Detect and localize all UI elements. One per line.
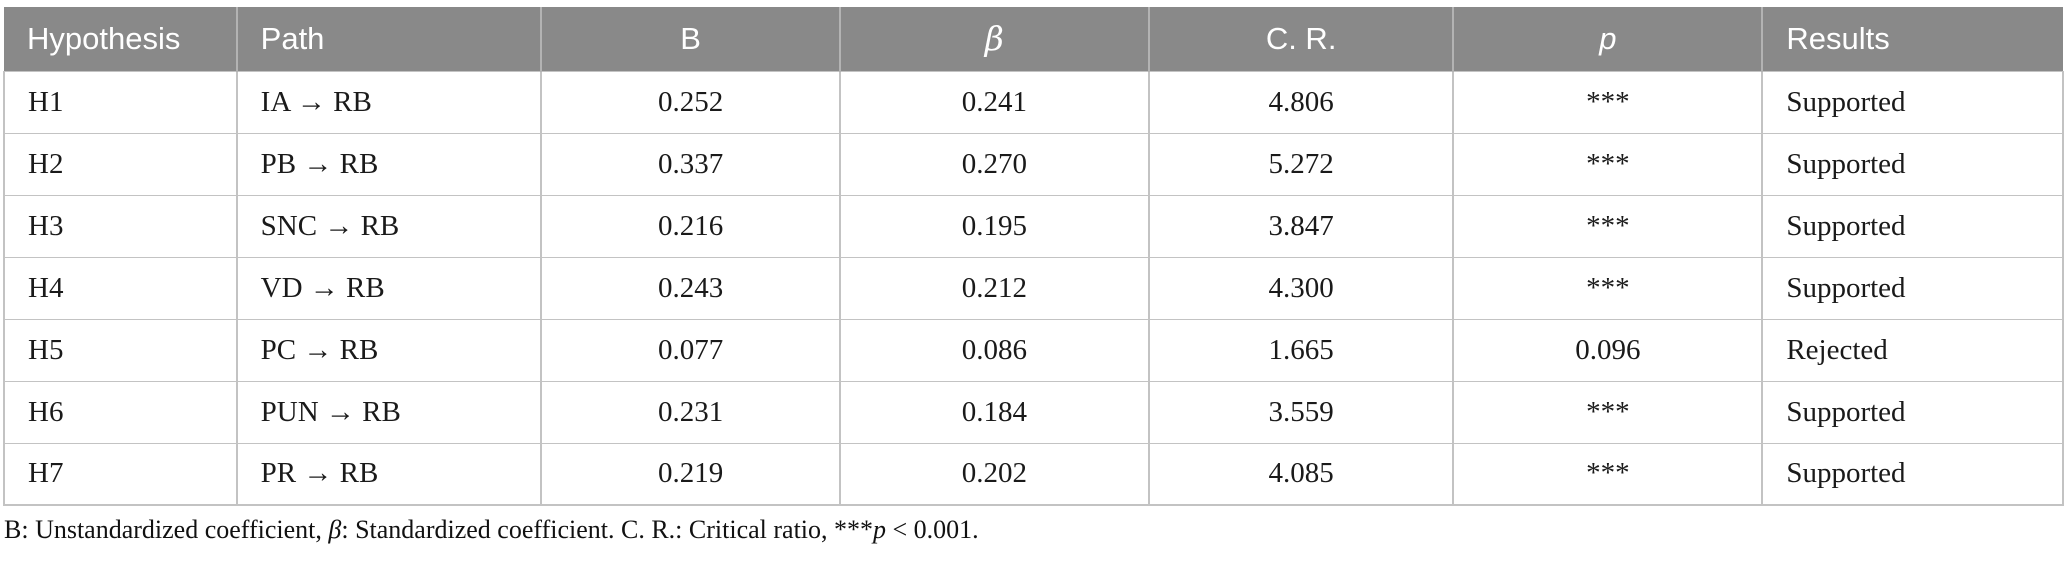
footnote-beta-symbol: β — [328, 515, 342, 544]
cell-cr: 4.300 — [1147, 256, 1455, 320]
col-header-path: Path — [235, 7, 542, 71]
cell-path: VD → RB — [235, 256, 543, 320]
header-row: Hypothesis Path B β C. R. p Results — [4, 7, 2063, 71]
cell-hypothesis: H3 — [3, 194, 238, 258]
table-header: Hypothesis Path B β C. R. p Results — [4, 7, 2063, 71]
cell-p: 0.096 — [1452, 318, 1764, 382]
cell-b: 0.252 — [540, 70, 841, 134]
beta-symbol: β — [984, 19, 1004, 59]
col-header-p: p — [1452, 7, 1763, 71]
cell-b: 0.216 — [540, 194, 841, 258]
p-symbol: p — [1599, 20, 1617, 56]
cell-hypothesis: H2 — [3, 132, 238, 196]
table-row-h7: H7 PR → RB 0.219 0.202 4.085 *** Support… — [3, 442, 2064, 506]
cell-hypothesis: H4 — [3, 256, 238, 320]
cell-path: IA → RB — [235, 70, 543, 134]
cell-path: SNC → RB — [235, 194, 543, 258]
table-row-h4: H4 VD → RB 0.243 0.212 4.300 *** Support… — [3, 256, 2064, 320]
col-header-beta: β — [838, 7, 1149, 71]
cell-cr: 3.559 — [1147, 380, 1455, 444]
cell-hypothesis: H5 — [3, 318, 238, 382]
cell-path: PR → RB — [235, 442, 543, 506]
cell-p: *** — [1452, 380, 1764, 444]
cell-results: Rejected — [1761, 318, 2064, 382]
cell-p: *** — [1452, 70, 1764, 134]
cell-cr: 4.085 — [1147, 442, 1455, 506]
cell-results: Supported — [1761, 194, 2064, 258]
cell-b: 0.337 — [540, 132, 841, 196]
cell-b: 0.243 — [540, 256, 841, 320]
footnote-text-3: < 0.001. — [886, 515, 979, 544]
cell-hypothesis: H7 — [3, 442, 238, 506]
table-row-h6: H6 PUN → RB 0.231 0.184 3.559 *** Suppor… — [3, 380, 2064, 444]
cell-p: *** — [1452, 194, 1764, 258]
cell-beta: 0.086 — [838, 318, 1150, 382]
cell-path: PC → RB — [235, 318, 543, 382]
cell-beta: 0.212 — [838, 256, 1150, 320]
cell-hypothesis: H1 — [3, 70, 238, 134]
cell-beta: 0.184 — [838, 380, 1150, 444]
cell-b: 0.077 — [540, 318, 841, 382]
col-header-results: Results — [1761, 7, 2063, 71]
table-row-h3: H3 SNC → RB 0.216 0.195 3.847 *** Suppor… — [3, 194, 2064, 258]
col-header-hypothesis: Hypothesis — [4, 7, 237, 71]
cell-path: PUN → RB — [235, 380, 543, 444]
table-row-h1: H1 IA → RB 0.252 0.241 4.806 *** Support… — [3, 70, 2064, 134]
cell-p: *** — [1452, 442, 1764, 506]
cell-beta: 0.195 — [838, 194, 1150, 258]
footnote: B: Unstandardized coefficient, β: Standa… — [4, 515, 2064, 545]
col-header-b: B — [540, 7, 840, 71]
table-row-h2: H2 PB → RB 0.337 0.270 5.272 *** Support… — [3, 132, 2064, 196]
cell-results: Supported — [1761, 132, 2064, 196]
cell-b: 0.219 — [540, 442, 841, 506]
cell-hypothesis: H6 — [3, 380, 238, 444]
cell-results: Supported — [1761, 442, 2064, 506]
cell-p: *** — [1452, 256, 1764, 320]
footnote-text-1: B: Unstandardized coefficient, — [4, 515, 329, 544]
cell-cr: 5.272 — [1147, 132, 1455, 196]
cell-beta: 0.270 — [838, 132, 1150, 196]
table-body: H1 IA → RB 0.252 0.241 4.806 *** Support… — [3, 70, 2064, 506]
footnote-text-2: : Standardized coefficient. C. R.: Criti… — [341, 515, 874, 544]
cell-cr: 3.847 — [1147, 194, 1455, 258]
cell-beta: 0.202 — [838, 442, 1150, 506]
cell-beta: 0.241 — [838, 70, 1150, 134]
cell-cr: 4.806 — [1147, 70, 1455, 134]
cell-b: 0.231 — [540, 380, 841, 444]
table-row-h5: H5 PC → RB 0.077 0.086 1.665 0.096 Rejec… — [3, 318, 2064, 382]
cell-path: PB → RB — [235, 132, 543, 196]
cell-results: Supported — [1761, 256, 2064, 320]
col-header-cr: C. R. — [1147, 7, 1454, 71]
hypothesis-results-table: Hypothesis Path B β C. R. p Results H1 I… — [3, 7, 2064, 506]
cell-results: Supported — [1761, 380, 2064, 444]
cell-cr: 1.665 — [1147, 318, 1455, 382]
cell-p: *** — [1452, 132, 1764, 196]
cell-results: Supported — [1761, 70, 2064, 134]
footnote-p-symbol: p — [873, 515, 887, 544]
